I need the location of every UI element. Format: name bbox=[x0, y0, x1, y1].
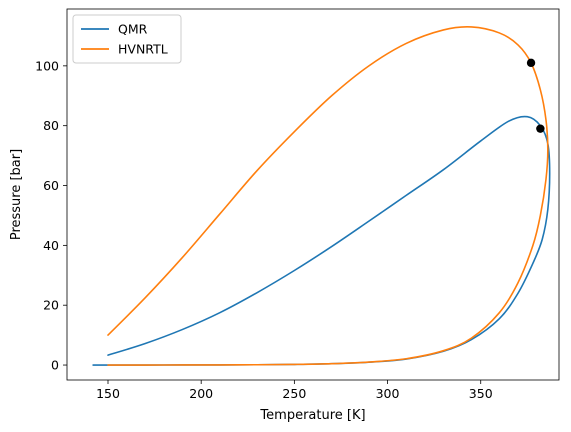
series-layer bbox=[92, 26, 551, 366]
x-tick-label: 300 bbox=[376, 386, 400, 401]
points-layer bbox=[526, 58, 545, 133]
series-line-hvnrtl bbox=[107, 26, 549, 366]
x-axis-title: Temperature [K] bbox=[259, 408, 365, 423]
y-tick-label: 60 bbox=[43, 178, 59, 193]
x-tick-label: 250 bbox=[282, 386, 306, 401]
y-tick-label: 40 bbox=[43, 238, 59, 253]
x-tick-label: 150 bbox=[96, 386, 120, 401]
y-tick-label: 100 bbox=[35, 58, 59, 73]
y-axis: 0 20 40 60 80 100 bbox=[35, 58, 67, 373]
legend-label-hvnrtl: HVNRTL bbox=[118, 42, 168, 57]
legend: QMR HVNRTL bbox=[72, 14, 182, 64]
data-point-2 bbox=[536, 124, 545, 133]
plot-frame bbox=[66, 8, 560, 381]
legend-box bbox=[72, 14, 182, 64]
x-tick-label: 350 bbox=[469, 386, 493, 401]
legend-label-qmr: QMR bbox=[118, 22, 148, 37]
x-tick-label: 200 bbox=[189, 386, 213, 401]
y-tick-label: 0 bbox=[51, 358, 59, 373]
y-axis-title: Pressure [bar] bbox=[9, 149, 24, 240]
y-tick-label: 20 bbox=[43, 298, 59, 313]
data-point-1 bbox=[526, 58, 536, 68]
x-axis: 150 200 250 300 350 bbox=[96, 380, 493, 401]
y-tick-label: 80 bbox=[43, 118, 59, 133]
